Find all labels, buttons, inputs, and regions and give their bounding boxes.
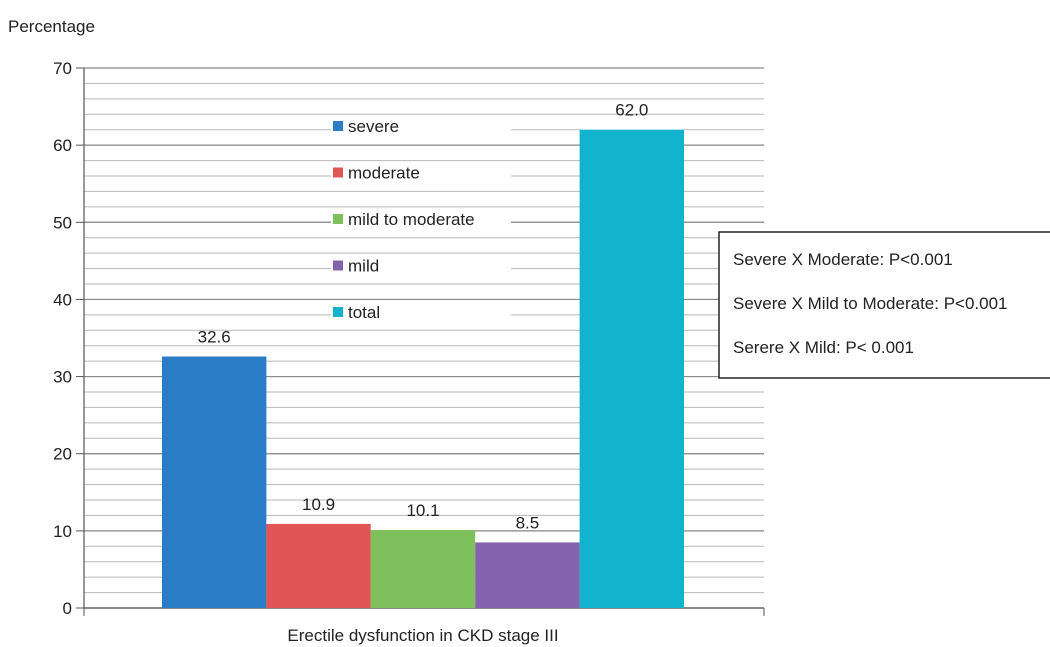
x-axis-title: Erectile dysfunction in CKD stage III xyxy=(287,626,558,645)
legend-swatch-moderate xyxy=(333,167,343,178)
legend-label-mild: mild xyxy=(348,257,379,276)
legend-swatch-severe xyxy=(333,121,343,131)
annotation-line-2: Severe X Mild to Moderate: P<0.001 xyxy=(733,294,1008,313)
y-tick-label: 40 xyxy=(53,290,72,309)
legend-label-severe: severe xyxy=(348,117,399,136)
bar-halo-moderate xyxy=(266,519,371,524)
bar-mild xyxy=(475,542,580,608)
data-label-severe: 32.6 xyxy=(198,328,231,347)
legend-bg-mild-to-moderate xyxy=(331,209,511,229)
legend-label-total: total xyxy=(348,303,380,322)
legend-swatch-mild-to-moderate xyxy=(333,214,343,224)
legend-swatch-total xyxy=(333,307,343,317)
y-tick-label: 20 xyxy=(53,445,72,464)
y-tick-label: 70 xyxy=(53,59,72,78)
data-label-total: 62.0 xyxy=(615,101,648,120)
y-tick-label: 0 xyxy=(63,599,72,618)
legend-swatch-mild xyxy=(333,260,343,271)
annotation-box: Severe X Moderate: P<0.001 Severe X Mild… xyxy=(718,231,1050,379)
bar-severe xyxy=(162,356,267,608)
bar-moderate xyxy=(266,523,371,608)
legend-label-moderate: moderate xyxy=(348,164,420,183)
legend-bg-total xyxy=(331,302,511,322)
annotation-line-3: Serere X Mild: P< 0.001 xyxy=(733,338,914,357)
y-tick-label: 50 xyxy=(53,213,72,232)
bar-halo-severe xyxy=(162,352,267,357)
y-tick-label: 10 xyxy=(53,522,72,541)
data-label-mild: 8.5 xyxy=(516,513,540,532)
bar-mild-to-moderate xyxy=(370,530,476,608)
annotation-border xyxy=(718,231,1050,379)
legend-bg-mild xyxy=(331,255,511,276)
y-axis-title: Percentage xyxy=(8,17,95,36)
bar-total xyxy=(579,129,684,608)
legend-bg-moderate xyxy=(331,162,511,183)
bar-halo-mild-to-moderate xyxy=(370,526,476,531)
legend-bg-severe xyxy=(331,116,511,136)
y-tick-label: 30 xyxy=(53,368,72,387)
data-label-moderate: 10.9 xyxy=(302,495,335,514)
annotation-line-1: Severe X Moderate: P<0.001 xyxy=(733,250,953,269)
data-labels: 32.6 10.9 10.1 8.5 62.0 xyxy=(198,101,649,533)
legend-label-mild-to-moderate: mild to moderate xyxy=(348,210,475,229)
bar-halo-total xyxy=(579,125,684,130)
legend: severe moderate mild to moderate mild total xyxy=(331,116,511,322)
bars xyxy=(162,125,684,608)
bar-halo-mild xyxy=(475,538,580,543)
data-label-mild-to-moderate: 10.1 xyxy=(406,501,439,520)
y-tick-label: 60 xyxy=(53,136,72,155)
